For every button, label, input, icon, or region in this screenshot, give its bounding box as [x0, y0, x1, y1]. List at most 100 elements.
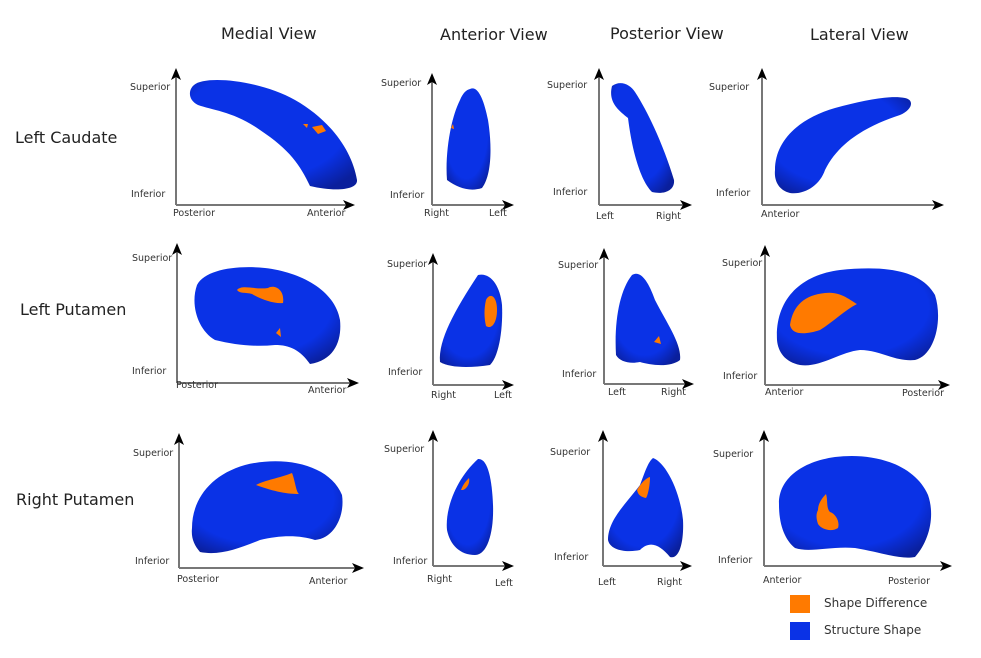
- axis-label-left: Right: [424, 208, 450, 219]
- structure-shape-right-putamen-lateral: [778, 455, 932, 558]
- shape-difference-region: [484, 295, 497, 328]
- y-axis-arrow-icon: [171, 68, 181, 80]
- axis-label-right: Anterior: [308, 385, 347, 396]
- y-axis-arrow-icon: [759, 430, 769, 442]
- column-title-posterior: Posterior View: [610, 24, 724, 43]
- axis-label-left: Right: [427, 574, 453, 585]
- legend-label-shape-difference: Shape Difference: [824, 596, 928, 610]
- axis-label-top: Superior: [550, 447, 591, 458]
- y-axis-arrow-icon: [598, 430, 608, 442]
- row-title-right-putamen: Right Putamen: [16, 490, 135, 509]
- structure-shape-left-caudate-lateral: [774, 97, 912, 194]
- shape-difference-region: [790, 292, 857, 334]
- axis-label-bottom: Inferior: [554, 552, 589, 563]
- axis-label-top: Superior: [384, 444, 425, 455]
- structure-shape-left-putamen-posterior: [615, 273, 681, 366]
- row-title-left-caudate: Left Caudate: [15, 128, 118, 147]
- axis-label-left: Anterior: [765, 387, 804, 398]
- axis-label-right: Right: [661, 387, 687, 398]
- axis-label-left: Anterior: [763, 575, 802, 586]
- structure-shape-left-putamen-medial: [194, 267, 341, 364]
- x-axis-arrow-icon: [680, 561, 692, 571]
- axis-label-top: Superior: [387, 259, 428, 270]
- axis-label-right: Posterior: [902, 388, 944, 399]
- shape-difference-region: [303, 124, 308, 128]
- shape-difference-region: [637, 477, 650, 498]
- legend-swatch-structure-shape: [790, 622, 810, 640]
- legend-swatch-shape-difference: [790, 595, 810, 613]
- axis-label-bottom: Inferior: [393, 556, 428, 567]
- axis-label-top: Superior: [558, 260, 599, 271]
- axis-label-top: Superior: [713, 449, 754, 460]
- x-axis-arrow-icon: [502, 380, 514, 390]
- axis-label-bottom: Inferior: [388, 367, 423, 378]
- structure-shape-left-putamen-anterior: [439, 274, 503, 367]
- column-title-medial: Medial View: [221, 24, 317, 43]
- axis-label-left: Left: [598, 577, 616, 588]
- axis-label-top: Superior: [132, 253, 173, 264]
- axis-label-bottom: Inferior: [132, 366, 167, 377]
- y-axis-arrow-icon: [757, 68, 767, 80]
- structure-shape-right-putamen-medial: [191, 461, 343, 554]
- axis-label-top: Superior: [381, 78, 422, 89]
- y-axis-arrow-icon: [427, 73, 437, 85]
- legend-label-structure-shape: Structure Shape: [824, 623, 922, 637]
- axis-label-left: Right: [431, 390, 457, 401]
- y-axis-arrow-icon: [172, 243, 182, 255]
- axis-label-bottom: Inferior: [716, 188, 751, 199]
- axis-label-left: Posterior: [173, 208, 215, 219]
- axis-label-left: Posterior: [177, 574, 219, 585]
- x-axis-arrow-icon: [352, 563, 364, 573]
- shape-difference-region: [654, 336, 661, 344]
- y-axis-arrow-icon: [174, 433, 184, 445]
- column-title-lateral: Lateral View: [810, 25, 909, 44]
- axis-label-right: Right: [657, 577, 683, 588]
- axis-label-right: Right: [656, 211, 682, 222]
- row-title-left-putamen: Left Putamen: [20, 300, 127, 319]
- axis-label-right: Anterior: [309, 576, 348, 587]
- y-axis-arrow-icon: [594, 68, 604, 80]
- axis-label-left: Anterior: [761, 209, 800, 220]
- structure-shape-right-putamen-anterior: [446, 458, 494, 555]
- shape-difference-region: [451, 124, 454, 129]
- shape-difference-region: [816, 494, 839, 531]
- y-axis-arrow-icon: [428, 430, 438, 442]
- x-axis-arrow-icon: [932, 200, 944, 210]
- axis-label-top: Superior: [547, 80, 588, 91]
- axis-label-top: Superior: [130, 82, 171, 93]
- axis-label-bottom: Inferior: [135, 556, 170, 567]
- y-axis-arrow-icon: [428, 253, 438, 265]
- structure-shape-left-caudate-posterior: [611, 83, 675, 193]
- shape-difference-region: [237, 286, 284, 304]
- structure-shape-left-caudate-medial: [189, 80, 358, 190]
- axis-label-bottom: Inferior: [718, 555, 753, 566]
- x-axis-arrow-icon: [347, 378, 359, 388]
- axis-label-right: Left: [495, 578, 513, 589]
- shape-difference-region: [461, 478, 470, 490]
- structure-shape-left-caudate-anterior: [446, 88, 491, 190]
- shape-difference-region: [256, 473, 299, 494]
- structure-shape-right-putamen-posterior: [608, 458, 684, 558]
- shape-difference-region: [312, 125, 326, 134]
- axis-label-right: Left: [494, 390, 512, 401]
- axis-label-bottom: Inferior: [553, 187, 588, 198]
- axis-label-right: Anterior: [307, 208, 346, 219]
- axis-label-left: Left: [596, 211, 614, 222]
- axis-label-left: Posterior: [176, 380, 218, 391]
- x-axis-arrow-icon: [940, 561, 952, 571]
- x-axis-arrow-icon: [502, 561, 514, 571]
- axis-label-top: Superior: [722, 258, 763, 269]
- y-axis-arrow-icon: [760, 245, 770, 257]
- axis-label-right: Left: [489, 208, 507, 219]
- axis-label-bottom: Inferior: [390, 190, 425, 201]
- axis-label-bottom: Inferior: [723, 371, 758, 382]
- axis-label-bottom: Inferior: [131, 189, 166, 200]
- axis-label-top: Superior: [709, 82, 750, 93]
- y-axis-arrow-icon: [599, 248, 609, 260]
- column-title-anterior: Anterior View: [440, 25, 548, 44]
- axis-label-top: Superior: [133, 448, 174, 459]
- x-axis-arrow-icon: [680, 200, 692, 210]
- axis-label-left: Left: [608, 387, 626, 398]
- shape-difference-region: [276, 328, 281, 337]
- structure-shape-left-putamen-lateral: [776, 268, 939, 366]
